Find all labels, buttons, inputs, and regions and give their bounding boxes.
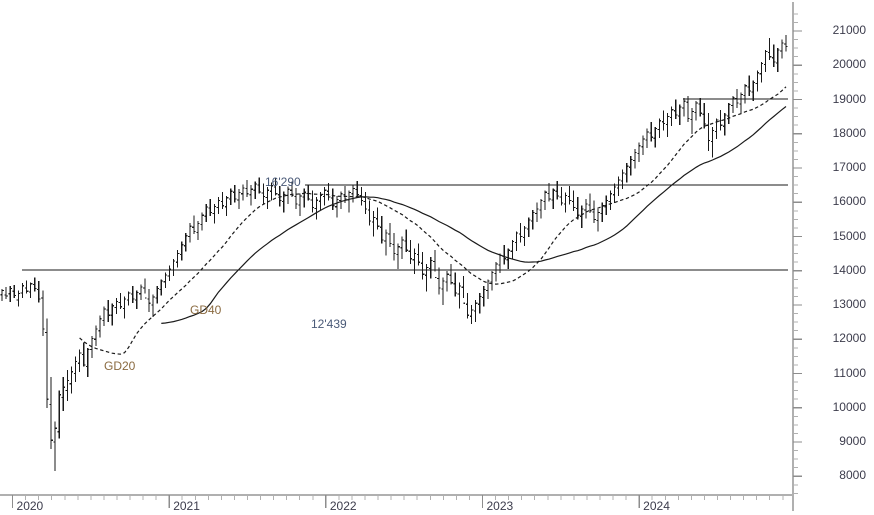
- y-axis-tick-label: 11000: [833, 365, 866, 380]
- ma20-line: [79, 86, 787, 355]
- low-label-12439: 12'439: [311, 317, 347, 331]
- resistance-label-16290: 16'290: [265, 175, 301, 189]
- y-axis-tick-label: 18000: [832, 125, 866, 140]
- y-axis-tick-label: 19000: [832, 91, 866, 106]
- ma40-label: GD40: [190, 303, 222, 317]
- y-axis-tick-label: 12000: [832, 331, 866, 346]
- y-axis-tick-label: 17000: [832, 160, 866, 174]
- ma20-label: GD20: [104, 359, 136, 373]
- x-axis-tick-label: 2024: [643, 499, 670, 513]
- x-axis-tick-label: 2022: [329, 499, 357, 513]
- ma40-line: [161, 106, 787, 324]
- y-axis-tick-label: 14000: [832, 262, 866, 277]
- x-axis-tick-label: 2023: [486, 499, 514, 513]
- y-axis-tick-label: 13000: [832, 297, 866, 311]
- y-axis-tick-label: 10000: [832, 399, 866, 414]
- axes-group: [0, 2, 802, 511]
- y-axis-tick-label: 9000: [839, 434, 866, 448]
- price-bars-group: [0, 35, 788, 472]
- y-axis-tick-label: 21000: [832, 23, 866, 37]
- y-axis-tick-label: 15000: [832, 228, 866, 243]
- y-axis-tick-label: 8000: [839, 468, 866, 483]
- x-axis-tick-label: 2020: [16, 499, 44, 513]
- y-axis-tick-label: 16000: [832, 194, 866, 209]
- y-axis-tick-label: 20000: [832, 57, 866, 72]
- x-axis-tick-label: 2021: [173, 499, 200, 513]
